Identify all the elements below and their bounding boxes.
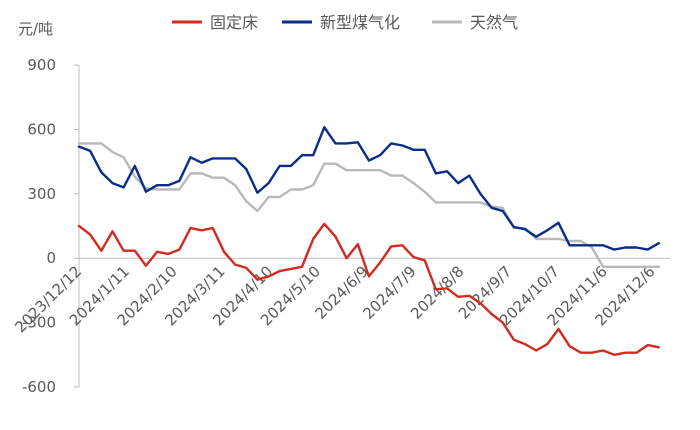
legend-label: 新型煤气化 bbox=[320, 13, 400, 32]
axes: -600-30003006009002023/12/122024/1/11202… bbox=[11, 56, 670, 396]
y-tick-label: 600 bbox=[27, 120, 56, 138]
y-tick-label: -300 bbox=[22, 314, 56, 332]
legend-label: 固定床 bbox=[210, 13, 258, 32]
legend-label: 天然气 bbox=[470, 13, 518, 32]
legend: 固定床 新型煤气化 天然气 bbox=[172, 13, 518, 32]
y-tick-label: 300 bbox=[27, 185, 56, 203]
y-tick-label: -600 bbox=[22, 378, 56, 396]
y-tick-label: 0 bbox=[46, 249, 56, 267]
y-axis-label: 元/吨 bbox=[18, 20, 53, 38]
series-line-2 bbox=[77, 126, 660, 251]
series-line-1 bbox=[77, 222, 660, 356]
series-layer bbox=[77, 126, 660, 356]
series-line-3 bbox=[77, 142, 660, 268]
y-tick-label: 900 bbox=[27, 56, 56, 74]
